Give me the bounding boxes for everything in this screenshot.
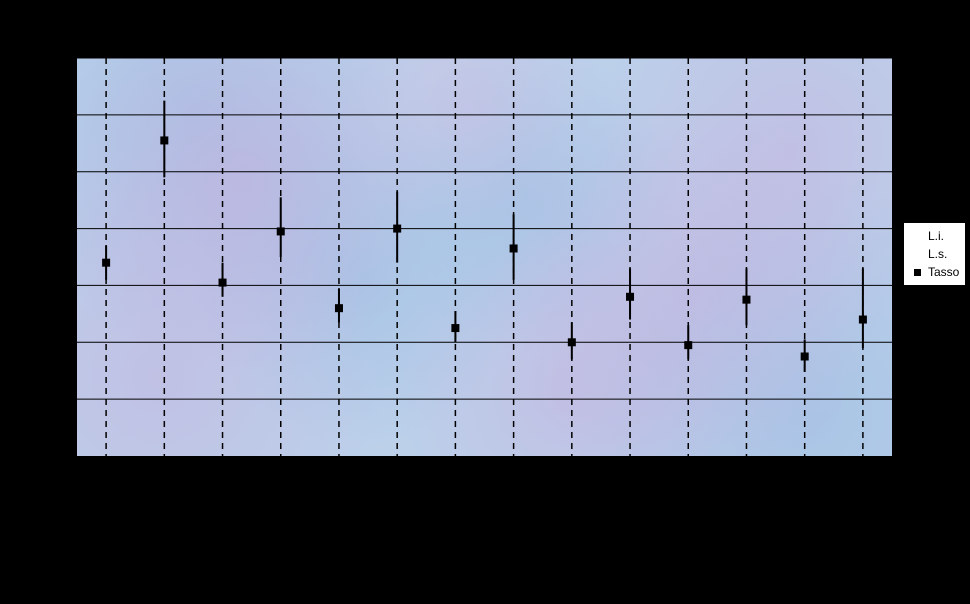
chart-svg bbox=[0, 0, 970, 604]
legend-item-tasso: Tasso bbox=[910, 263, 959, 281]
legend-item-ls: L.s. bbox=[910, 245, 959, 263]
chart-container: L.i. L.s. Tasso bbox=[0, 0, 970, 604]
legend: L.i. L.s. Tasso bbox=[903, 222, 966, 286]
legend-label: L.i. bbox=[928, 229, 944, 243]
legend-label: Tasso bbox=[928, 265, 959, 279]
square-marker-icon bbox=[914, 269, 921, 276]
legend-item-li: L.i. bbox=[910, 227, 959, 245]
legend-label: L.s. bbox=[928, 247, 947, 261]
legend-swatch-tasso bbox=[910, 269, 924, 276]
